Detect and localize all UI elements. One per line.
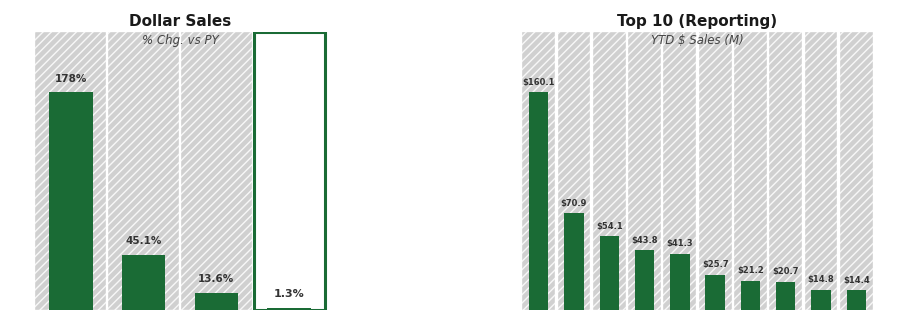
Text: Dollar Sales: Dollar Sales [129, 14, 231, 29]
Text: $20.7: $20.7 [772, 267, 799, 276]
Text: 1.3%: 1.3% [274, 289, 305, 299]
Bar [108, 32, 179, 310]
Text: 13.6%: 13.6% [198, 274, 235, 284]
Bar [564, 214, 584, 310]
Text: $54.1: $54.1 [596, 222, 623, 231]
Text: 178%: 178% [55, 74, 87, 84]
Text: $14.8: $14.8 [807, 275, 834, 284]
Text: $160.1: $160.1 [522, 78, 555, 87]
Bar [805, 32, 837, 310]
Bar [522, 32, 555, 310]
Bar [558, 32, 590, 310]
Text: $21.2: $21.2 [737, 266, 764, 276]
Bar [628, 32, 661, 310]
Bar [35, 32, 106, 310]
Bar [122, 255, 166, 310]
Bar [776, 282, 796, 310]
Bar [670, 254, 689, 310]
Text: YTD $ Sales (M): YTD $ Sales (M) [651, 34, 744, 47]
Text: % Chg. vs PY: % Chg. vs PY [141, 34, 219, 47]
Bar [840, 32, 873, 310]
Bar [529, 92, 548, 310]
Bar [847, 290, 866, 310]
Bar [49, 92, 93, 310]
Text: $25.7: $25.7 [702, 260, 728, 269]
Bar [734, 32, 767, 310]
Bar [593, 32, 626, 310]
Text: $70.9: $70.9 [561, 199, 587, 208]
Bar [181, 32, 252, 310]
Bar [811, 289, 831, 310]
Text: 45.1%: 45.1% [125, 236, 162, 246]
Bar [634, 250, 654, 310]
FancyBboxPatch shape [254, 32, 325, 310]
Bar [741, 281, 760, 310]
Bar [663, 32, 697, 310]
Bar [194, 293, 239, 310]
Bar [599, 236, 619, 310]
Text: Top 10 (Reporting): Top 10 (Reporting) [617, 14, 778, 29]
Bar [698, 32, 732, 310]
Bar [706, 275, 724, 310]
Text: $41.3: $41.3 [667, 239, 693, 248]
Bar [254, 32, 325, 310]
Bar [267, 308, 311, 310]
Bar [770, 32, 802, 310]
Text: $43.8: $43.8 [631, 236, 658, 245]
Text: $14.4: $14.4 [843, 276, 869, 285]
